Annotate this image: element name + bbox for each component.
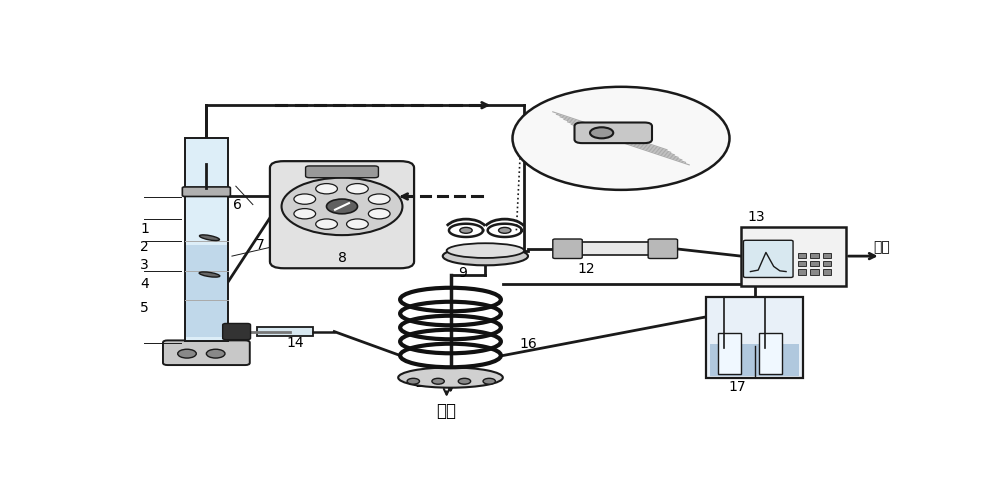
Circle shape bbox=[512, 87, 730, 190]
Bar bbox=[555, 242, 675, 255]
Text: 1: 1 bbox=[140, 221, 149, 236]
Text: 废液: 废液 bbox=[437, 402, 457, 420]
FancyBboxPatch shape bbox=[553, 239, 582, 259]
Ellipse shape bbox=[443, 247, 528, 265]
Ellipse shape bbox=[199, 235, 219, 240]
Circle shape bbox=[294, 208, 316, 219]
Bar bbox=[741, 227, 846, 285]
Circle shape bbox=[178, 349, 196, 358]
Ellipse shape bbox=[199, 272, 220, 277]
Text: 13: 13 bbox=[748, 210, 765, 225]
Bar bbox=[798, 261, 806, 266]
Bar bbox=[822, 270, 831, 274]
Circle shape bbox=[316, 219, 337, 229]
Bar bbox=[257, 327, 313, 337]
Text: 11: 11 bbox=[616, 113, 634, 127]
Text: 4: 4 bbox=[140, 277, 149, 291]
Text: 14: 14 bbox=[287, 336, 304, 349]
Text: 9: 9 bbox=[458, 266, 467, 280]
Bar bbox=[710, 345, 799, 376]
Circle shape bbox=[282, 178, 402, 235]
Circle shape bbox=[347, 219, 368, 229]
Text: 5: 5 bbox=[140, 301, 149, 315]
Bar bbox=[706, 296, 803, 378]
Bar bbox=[185, 138, 228, 341]
FancyBboxPatch shape bbox=[306, 166, 378, 178]
Bar bbox=[798, 253, 806, 258]
Circle shape bbox=[407, 378, 420, 384]
Text: 废液: 废液 bbox=[873, 240, 890, 254]
Bar bbox=[822, 253, 831, 258]
Text: 2: 2 bbox=[140, 240, 149, 254]
FancyBboxPatch shape bbox=[182, 187, 230, 196]
FancyBboxPatch shape bbox=[223, 324, 251, 340]
Circle shape bbox=[458, 378, 471, 384]
Bar bbox=[718, 334, 741, 374]
FancyBboxPatch shape bbox=[743, 240, 793, 277]
Text: 16: 16 bbox=[519, 337, 537, 351]
Circle shape bbox=[294, 194, 316, 204]
Text: 6: 6 bbox=[233, 197, 242, 212]
FancyBboxPatch shape bbox=[270, 161, 414, 268]
Text: 8: 8 bbox=[338, 251, 346, 265]
Circle shape bbox=[368, 194, 390, 204]
Bar bbox=[798, 270, 806, 274]
Circle shape bbox=[432, 378, 444, 384]
Bar bbox=[810, 253, 819, 258]
Text: 7: 7 bbox=[256, 238, 265, 252]
Text: 17: 17 bbox=[728, 380, 746, 394]
Circle shape bbox=[326, 199, 358, 214]
Text: 10: 10 bbox=[601, 93, 618, 107]
Circle shape bbox=[499, 228, 511, 233]
FancyBboxPatch shape bbox=[574, 122, 652, 143]
Ellipse shape bbox=[447, 243, 524, 258]
Circle shape bbox=[316, 184, 337, 194]
Circle shape bbox=[483, 378, 495, 384]
Ellipse shape bbox=[398, 368, 503, 388]
Circle shape bbox=[368, 208, 390, 219]
Circle shape bbox=[347, 184, 368, 194]
Bar bbox=[186, 245, 227, 337]
Text: 12: 12 bbox=[577, 262, 595, 276]
Circle shape bbox=[460, 228, 472, 233]
FancyBboxPatch shape bbox=[163, 340, 250, 365]
Circle shape bbox=[206, 349, 225, 358]
Text: 15: 15 bbox=[415, 376, 432, 390]
Bar bbox=[810, 270, 819, 274]
Bar bbox=[822, 261, 831, 266]
Bar bbox=[810, 261, 819, 266]
Circle shape bbox=[590, 127, 613, 138]
Bar bbox=[759, 334, 782, 374]
Text: 3: 3 bbox=[140, 258, 149, 272]
FancyBboxPatch shape bbox=[648, 239, 678, 259]
